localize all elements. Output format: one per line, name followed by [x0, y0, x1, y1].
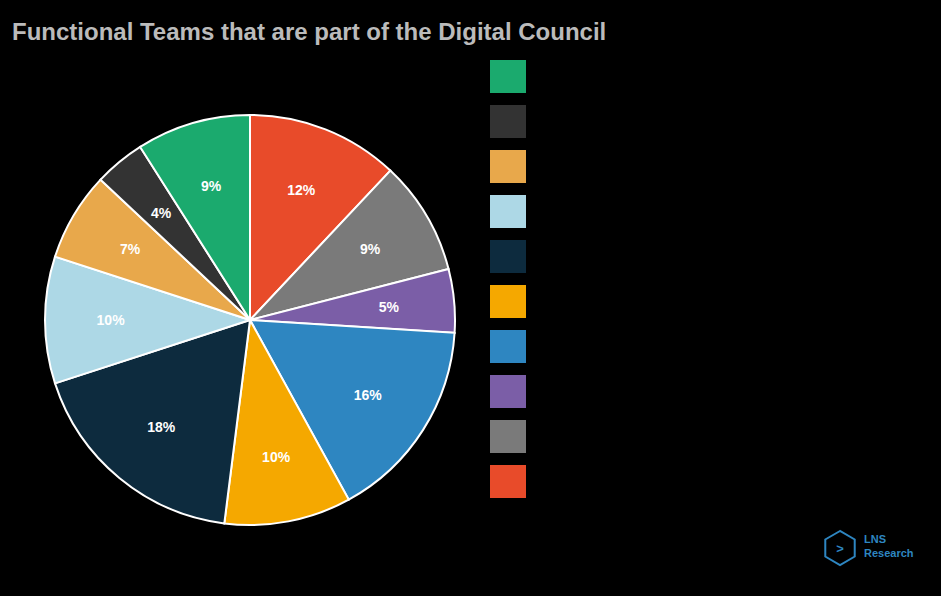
pie	[45, 115, 455, 525]
background	[0, 0, 941, 596]
data-label: 18%	[147, 419, 176, 435]
data-label: 9%	[360, 241, 381, 257]
legend	[490, 60, 526, 498]
annotation: LNS Research	[864, 533, 914, 559]
chart: Functional Teams that are part of the Di…	[0, 0, 941, 596]
annotation: >	[836, 541, 844, 556]
legend-swatch	[490, 150, 526, 183]
data-label: 5%	[379, 299, 400, 315]
legend-swatch	[490, 375, 526, 408]
title: Functional Teams that are part of the Di…	[12, 18, 606, 45]
data-label: 9%	[201, 178, 222, 194]
data-label: 7%	[120, 241, 141, 257]
legend-swatch	[490, 195, 526, 228]
data-label: 16%	[354, 387, 383, 403]
legend-swatch	[490, 420, 526, 453]
data-label: 4%	[151, 205, 172, 221]
annotation-line: LNS	[864, 533, 886, 545]
annotation-line: Research	[864, 547, 914, 559]
legend-swatch	[490, 240, 526, 273]
legend-swatch	[490, 105, 526, 138]
data-labels: 12% 9% 5% 16% 10% 18% 10% 7% 4% 9%	[97, 178, 400, 465]
legend-swatch	[490, 285, 526, 318]
legend-swatch	[490, 60, 526, 93]
legend-swatch	[490, 330, 526, 363]
data-label: 12%	[287, 182, 316, 198]
logo-hexagon	[825, 531, 854, 565]
data-label: 10%	[262, 449, 291, 465]
legend-swatch	[490, 465, 526, 498]
slice	[140, 115, 250, 320]
data-label: 10%	[97, 312, 126, 328]
